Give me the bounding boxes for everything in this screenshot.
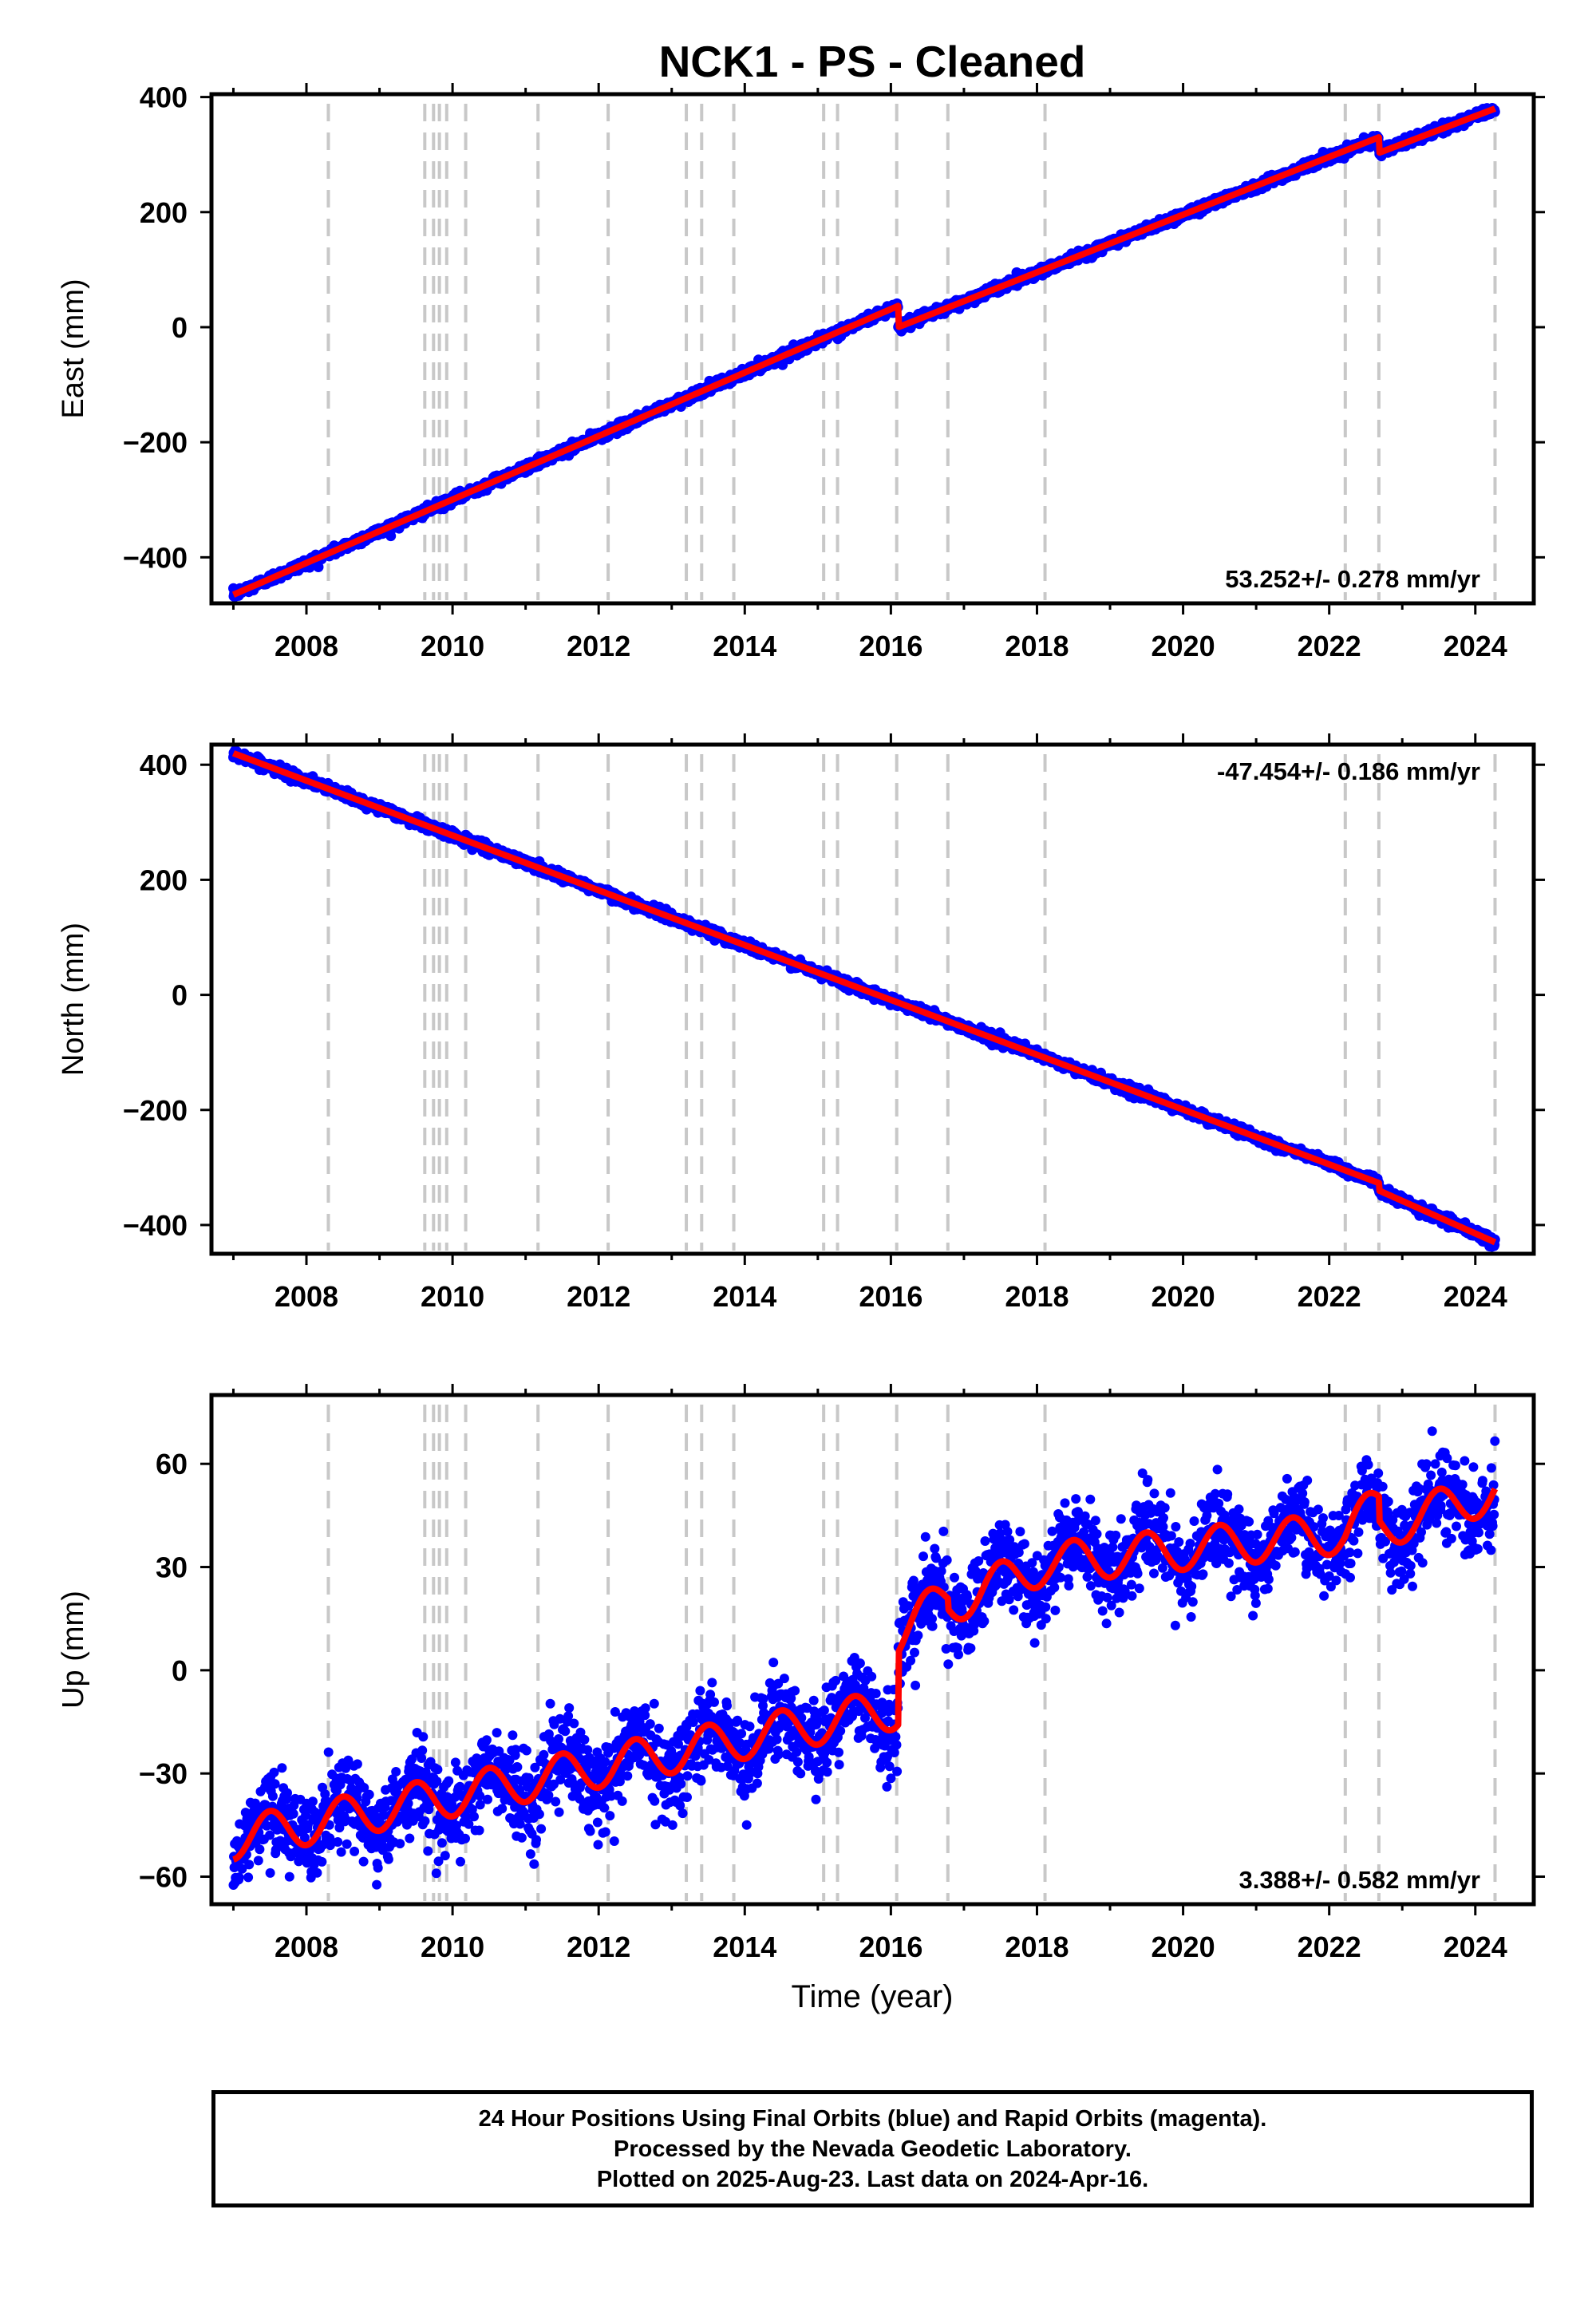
x-tick-label: 2024 xyxy=(1444,630,1507,662)
x-tick-label: 2008 xyxy=(275,630,338,662)
y-tick-label: 0 xyxy=(172,311,188,344)
x-tick-label: 2014 xyxy=(713,630,776,662)
y-tick-label: 200 xyxy=(140,196,188,229)
x-tick-label: 2012 xyxy=(567,630,630,662)
y-tick-label: −400 xyxy=(123,541,188,574)
rate-label: 53.252+/- 0.278 mm/yr xyxy=(1225,565,1480,593)
panel-east: 2008 2010 2012 2014 2016 2018 2020 2022 2024 −400… xyxy=(57,81,1545,662)
y-tick-label: 400 xyxy=(140,81,188,114)
axes-frame xyxy=(209,92,1536,606)
figure-title: NCK1 - PS - Cleaned xyxy=(659,37,1086,86)
panel-north: 2008 2010 2012 2014 2016 2018 2020 2022 2024−400… xyxy=(57,733,1545,1313)
data-points-east xyxy=(228,103,1500,603)
model-line-east xyxy=(231,105,1498,598)
x-tick-label: 2022 xyxy=(1298,630,1361,662)
x-tick-label: 2018 xyxy=(1005,630,1069,662)
y-tick-label: −200 xyxy=(123,426,188,459)
x-tick-label: 2020 xyxy=(1152,630,1215,662)
y-axis-label: East (mm) xyxy=(57,279,90,418)
x-tick-label: 2016 xyxy=(859,630,922,662)
x-tick-label: 2010 xyxy=(421,630,484,662)
data-point xyxy=(313,562,324,572)
